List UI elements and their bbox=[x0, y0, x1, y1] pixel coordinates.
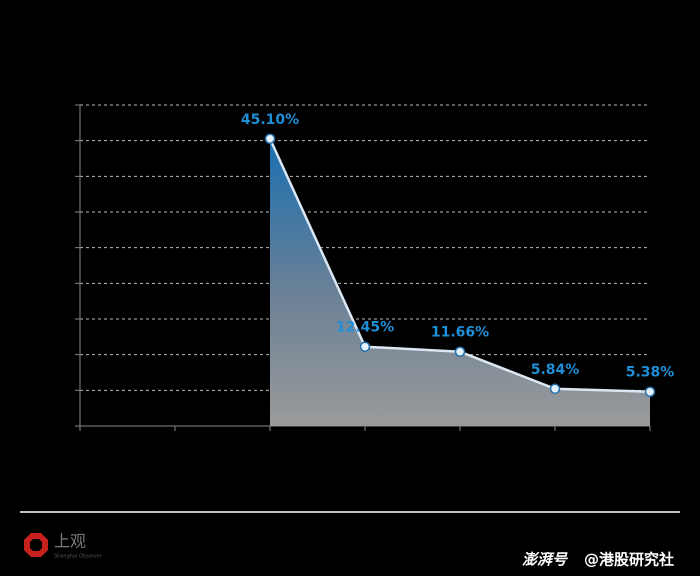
point bbox=[454, 346, 466, 357]
logo-subtext: Shanghai Observer bbox=[54, 554, 103, 560]
point bbox=[264, 133, 276, 145]
data-label: 11.66% bbox=[431, 325, 489, 341]
data-label: 12.45% bbox=[336, 320, 394, 336]
point bbox=[359, 341, 371, 352]
author: @港股研究社 bbox=[584, 551, 674, 569]
data-label: 45.10% bbox=[241, 112, 299, 128]
data-label: 5.38% bbox=[626, 365, 675, 381]
data-label: 5.84% bbox=[531, 362, 580, 378]
platform: 澎湃号 bbox=[522, 551, 569, 569]
logo-hole bbox=[30, 539, 42, 551]
logo bbox=[24, 533, 48, 557]
area bbox=[270, 138, 650, 426]
point bbox=[644, 386, 656, 397]
point bbox=[549, 383, 561, 395]
logo-text: 上观 bbox=[54, 532, 86, 551]
